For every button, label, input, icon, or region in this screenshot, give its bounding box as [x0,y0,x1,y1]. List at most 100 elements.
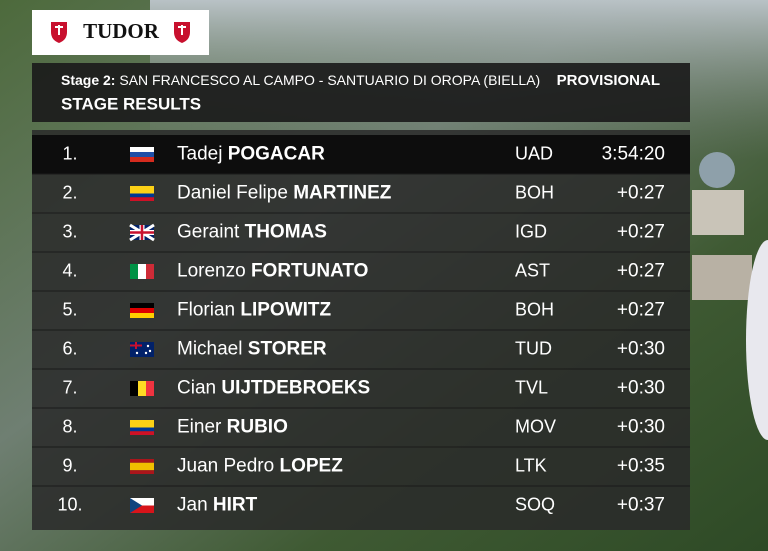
rider-name: Jan HIRT [177,495,258,516]
result-row: 3. Geraint THOMAS IGD +0:27 [32,212,690,243]
team-code: IGD [515,221,547,241]
last-name: UIJTDEBROEKS [221,378,370,399]
result-row: 8. Einer RUBIO MOV +0:30 [32,407,690,438]
last-name: LOPEZ [279,456,343,477]
last-name: FORTUNATO [251,261,369,282]
flag-stripe [130,431,154,435]
first-name: Juan Pedro [177,456,274,477]
flag-stripe [130,313,154,318]
flag-stripe [130,308,154,313]
flag-stripe [146,381,154,396]
result-row: 2. Daniel Felipe MARTINEZ BOH +0:27 [32,173,690,204]
flag [129,223,155,242]
result-row: 9. Juan Pedro LOPEZ LTK +0:35 [32,446,690,477]
rank: 5. [62,299,77,319]
time: +0:27 [617,183,665,204]
last-name: STORER [248,339,327,360]
flag-stripe [130,498,154,506]
first-name: Einer [177,417,222,438]
flag-field [130,342,154,357]
time: +0:30 [617,417,665,438]
result-row: 5. Florian LIPOWITZ BOH +0:27 [32,290,690,321]
team-code: BOH [515,299,554,319]
result-row: 4. Lorenzo FORTUNATO AST +0:27 [32,251,690,282]
time: +0:27 [617,222,665,243]
rank: 10. [57,494,82,514]
flag-star [146,344,150,348]
rank: 3. [62,221,77,241]
brand-shield-right [174,22,190,43]
flag [130,498,154,513]
result-row: 6. Michael STORER TUD +0:30 [32,329,690,360]
first-name: Jan [177,495,208,516]
time: 3:54:20 [602,144,665,165]
rider-name: Geraint THOMAS [177,222,327,243]
last-name: HIRT [213,495,258,516]
first-name: Tadej [177,144,222,165]
last-name: POGACAR [228,144,325,165]
last-name: LIPOWITZ [240,300,331,321]
rank: 1. [62,143,77,163]
flag-stripe [130,381,138,396]
rank: 8. [62,416,77,436]
flag-cross-red [130,225,154,240]
rank: 2. [62,182,77,202]
flag-stripe [130,462,154,471]
time: +0:27 [617,300,665,321]
flag-star [148,349,152,353]
team-code: AST [515,260,550,280]
first-name: Florian [177,300,235,321]
time: +0:27 [617,261,665,282]
first-name: Michael [177,339,242,360]
flag [130,420,154,435]
rank: 6. [62,338,77,358]
team-code: LTK [515,455,547,475]
flag-stripe [130,427,154,432]
header-box [32,63,690,122]
last-name: RUBIO [227,417,288,438]
stage-route: SAN FRANCESCO AL CAMPO - SANTUARIO DI OR… [119,72,540,88]
flag-stripe [138,381,146,396]
rank: 9. [62,455,77,475]
flag-stripe [130,186,154,194]
flag-triangle [130,498,142,513]
rank: 4. [62,260,77,280]
flag [130,264,154,279]
last-name: THOMAS [245,222,327,243]
rider-name: Michael STORER [177,339,327,360]
flag-stripe [146,264,154,279]
rider-name: Tadej POGACAR [177,144,325,165]
rank: 7. [62,377,77,397]
flag-star [144,351,148,355]
result-row: 7. Cian UIJTDEBROEKS TVL +0:30 [32,368,690,399]
flag [130,186,154,201]
results-rows: 1. Tadej POGACAR UAD 3:54:20 2. Daniel Felipe… [32,135,690,516]
flag-stripe [130,193,154,198]
flag-stripe [130,470,154,474]
team-code: TVL [515,377,548,397]
stage-label: Stage 2: [61,72,115,88]
time: +0:30 [617,339,665,360]
flag-stripe [130,420,154,428]
time: +0:37 [617,495,665,516]
rider-name: Daniel Felipe MARTINEZ [177,183,392,204]
team-code: SOQ [515,494,555,514]
flag [130,381,154,396]
team-code: BOH [515,182,554,202]
flag-canton [130,342,142,349]
time: +0:35 [617,456,665,477]
team-code: UAD [515,143,553,163]
rider-name: Juan Pedro LOPEZ [177,456,343,477]
sanctuary [692,152,752,300]
flag-stripe [130,152,154,157]
rider-name: Einer RUBIO [177,417,288,438]
brand-name: TUDOR [83,19,160,43]
flag-stripe [130,147,154,152]
flag-stripe [130,264,138,279]
last-name: MARTINEZ [293,183,392,204]
flag-stripe [130,197,154,201]
team-code: MOV [515,416,556,436]
first-name: Geraint [177,222,240,243]
rider-name: Cian UIJTDEBROEKS [177,378,370,399]
